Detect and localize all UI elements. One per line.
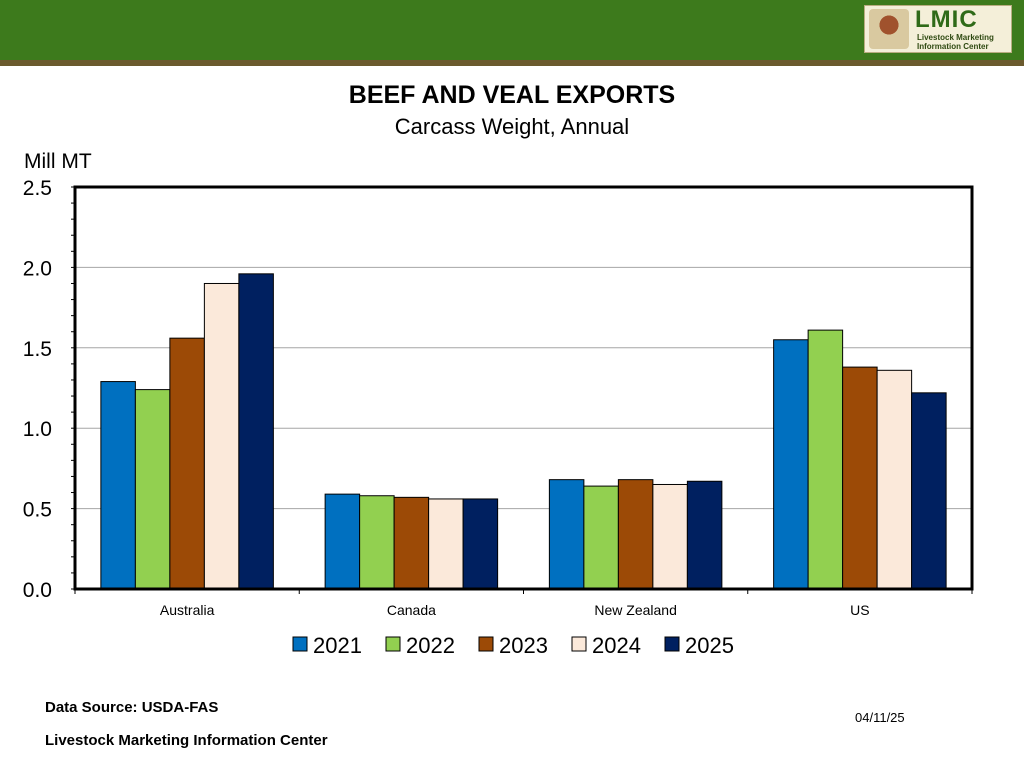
- bar-2023-new-zealand: [617, 479, 654, 590]
- bar-2022-us: [807, 329, 844, 590]
- chart-subtitle: Carcass Weight, Annual: [394, 114, 630, 139]
- bar-2025-australia: [238, 273, 274, 590]
- x-tick-label: Australia: [160, 602, 215, 618]
- x-tick-label: New Zealand: [594, 602, 677, 618]
- legend-label-2023: 2023: [499, 633, 548, 658]
- logo-text: LMIC: [915, 6, 978, 33]
- bar-2022-canada: [359, 495, 395, 590]
- report-date: 04/11/25: [855, 710, 905, 725]
- legend-swatch-2023: [478, 636, 494, 652]
- legend-label-2025: 2025: [685, 633, 734, 658]
- bar-2021-us: [773, 339, 809, 590]
- bar-2024-us: [876, 369, 913, 590]
- bar-2025-us: [911, 392, 947, 590]
- cowboy-logo-icon: [869, 9, 909, 49]
- lmic-logo: LMIC Livestock Marketing Information Cen…: [864, 5, 1012, 53]
- legend-label-2024: 2024: [592, 633, 641, 658]
- bar-2025-new-zealand: [686, 480, 723, 590]
- y-tick-label: 0.0: [23, 579, 52, 602]
- bar-2021-canada: [324, 493, 361, 590]
- y-tick-label: 0.5: [23, 499, 52, 522]
- chart-title: BEEF AND VEAL EXPORTS: [348, 81, 676, 109]
- organization-name: Livestock Marketing Information Center: [45, 732, 328, 749]
- y-tick-label: 1.5: [23, 338, 52, 361]
- y-tick-label: 2.0: [23, 257, 52, 280]
- bar-2023-australia: [169, 337, 205, 590]
- bar-chart: 0.0 0.5 1.0 1.5 2.0 2.5 Australia Canada New Zea…: [23, 177, 974, 658]
- legend-swatch-2022: [385, 636, 401, 652]
- bar-2021-australia: [100, 381, 136, 590]
- y-tick-label: 2.5: [23, 177, 52, 200]
- header-rule: [0, 60, 1024, 66]
- data-source: Data Source: USDA-FAS: [45, 699, 219, 716]
- x-tick-label: US: [850, 602, 869, 618]
- y-tick-label: 1.0: [23, 418, 52, 441]
- legend-swatch-2024: [571, 636, 587, 652]
- y-axis-label: Mill MT: [24, 150, 92, 173]
- bar-2022-australia: [134, 389, 171, 590]
- legend-label-2022: 2022: [406, 633, 455, 658]
- bar-2022-new-zealand: [583, 485, 619, 590]
- plot-area-border: [73, 185, 974, 591]
- bar-2024-canada: [428, 498, 464, 590]
- logo-subtitle: Livestock Marketing Information Center: [917, 33, 994, 51]
- legend-label-2021: 2021: [313, 633, 362, 658]
- bar-2023-canada: [393, 496, 430, 590]
- legend-swatch-2025: [664, 636, 680, 652]
- header-band: [0, 0, 1024, 60]
- bar-2024-new-zealand: [652, 483, 688, 590]
- bar-2021-new-zealand: [548, 479, 585, 590]
- x-tick-label: Canada: [387, 602, 436, 618]
- bar-2024-australia: [203, 282, 240, 590]
- legend-swatch-2021: [292, 636, 308, 652]
- bar-2025-canada: [462, 498, 499, 590]
- bar-2023-us: [842, 366, 878, 590]
